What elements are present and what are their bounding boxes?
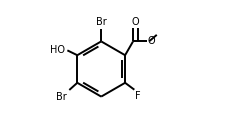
Text: O: O [147,36,155,47]
Text: O: O [131,17,139,27]
Text: HO: HO [50,45,65,55]
Text: Br: Br [95,17,106,27]
Text: F: F [135,91,140,101]
Text: Br: Br [56,92,67,102]
